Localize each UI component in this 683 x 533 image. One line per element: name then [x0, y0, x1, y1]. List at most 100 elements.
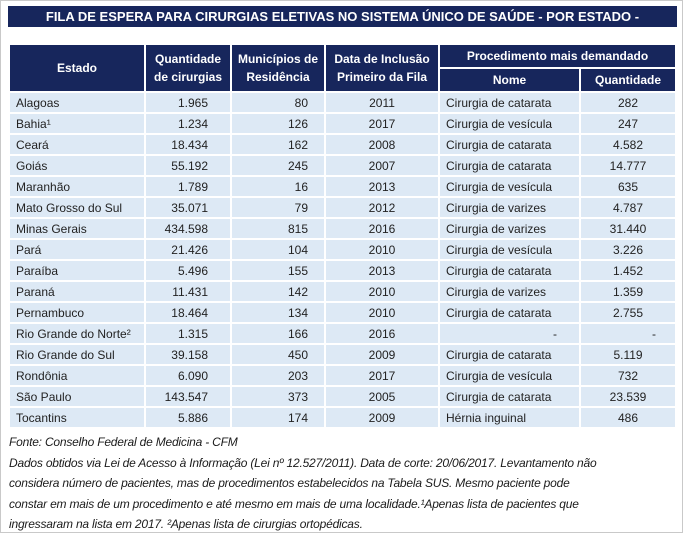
cell-estado: Goiás — [10, 156, 144, 175]
col-header-municipios-line1: Municípios de — [237, 52, 318, 66]
col-header-municipios-line2: Residência — [246, 70, 310, 84]
cell-quantidade-cirurgias: 5.496 — [146, 261, 230, 280]
cell-procedimento-quantidade: 282 — [581, 93, 676, 112]
cell-procedimento-quantidade: 14.777 — [581, 156, 676, 175]
notes-block: Dados obtidos via Lei de Acesso à Inform… — [9, 453, 675, 533]
table-row: Pará 21.426 104 2010 Cirurgia de vesícula 3.2… — [10, 240, 676, 259]
cell-estado: Paraná — [10, 282, 144, 301]
cell-data-inclusao: 2017 — [326, 114, 438, 133]
cell-quantidade-cirurgias: 1.315 — [146, 324, 230, 343]
cell-data-inclusao: 2012 — [326, 198, 438, 217]
cell-data-inclusao: 2009 — [326, 345, 438, 364]
cell-quantidade-cirurgias: 434.598 — [146, 219, 230, 238]
cell-estado: Pernambuco — [10, 303, 144, 322]
col-header-data-inclusao: Data de Inclusão Primeiro da Fila — [326, 45, 438, 91]
cell-quantidade-cirurgias: 6.090 — [146, 366, 230, 385]
cell-municipios: 245 — [232, 156, 324, 175]
col-header-data-inclusao-line2: Primeiro da Fila — [336, 70, 428, 84]
cell-estado: Ceará — [10, 135, 144, 154]
surgery-queue-table: Estado Quantidade de cirurgias Município… — [8, 43, 677, 429]
cell-data-inclusao: 2009 — [326, 408, 438, 427]
cell-procedimento-nome: Cirurgia de catarata — [440, 303, 579, 322]
table-header: Estado Quantidade de cirurgias Município… — [10, 45, 676, 91]
cell-quantidade-cirurgias: 21.426 — [146, 240, 230, 259]
cell-procedimento-nome: Cirurgia de vesícula — [440, 240, 579, 259]
cell-procedimento-nome: Cirurgia de catarata — [440, 156, 579, 175]
table-row: Maranhão 1.789 16 2013 Cirurgia de vesícula 6… — [10, 177, 676, 196]
table-row: Goiás 55.192 245 2007 Cirurgia de catarata 14… — [10, 156, 676, 175]
cell-procedimento-nome: Cirurgia de varizes — [440, 219, 579, 238]
cell-data-inclusao: 2010 — [326, 240, 438, 259]
cell-data-inclusao: 2007 — [326, 156, 438, 175]
cell-data-inclusao: 2013 — [326, 177, 438, 196]
cell-procedimento-nome: Cirurgia de vesícula — [440, 114, 579, 133]
cell-municipios: 79 — [232, 198, 324, 217]
cell-procedimento-quantidade: - — [581, 324, 676, 343]
cell-estado: Alagoas — [10, 93, 144, 112]
cell-procedimento-nome: - — [440, 324, 579, 343]
col-header-quantidade-cirurgias-line2: de cirurgias — [153, 70, 223, 84]
cell-procedimento-nome: Cirurgia de vesícula — [440, 366, 579, 385]
cell-data-inclusao: 2013 — [326, 261, 438, 280]
cell-quantidade-cirurgias: 1.965 — [146, 93, 230, 112]
note-line: Dados obtidos via Lei de Acesso à Inform… — [9, 455, 597, 470]
cell-municipios: 174 — [232, 408, 324, 427]
cell-procedimento-quantidade: 1.359 — [581, 282, 676, 301]
col-header-quantidade-cirurgias-line1: Quantidade — [154, 52, 221, 66]
table-row: Alagoas 1.965 80 2011 Cirurgia de catarata 28… — [10, 93, 676, 112]
cell-procedimento-nome: Hérnia inguinal — [440, 408, 579, 427]
cell-municipios: 450 — [232, 345, 324, 364]
cell-data-inclusao: 2010 — [326, 282, 438, 301]
cell-procedimento-quantidade: 2.755 — [581, 303, 676, 322]
col-header-quantidade-cirurgias: Quantidade de cirurgias — [146, 45, 230, 91]
cell-estado: Mato Grosso do Sul — [10, 198, 144, 217]
table-row: Rondônia 6.090 203 2017 Cirurgia de vesícula… — [10, 366, 676, 385]
note-line: ingressaram na lista em 2017. ²Apenas li… — [9, 517, 363, 531]
source-line: Fonte: Conselho Federal de Medicina - CF… — [9, 435, 238, 449]
table-row: Ceará 18.434 162 2008 Cirurgia de catarata 4.… — [10, 135, 676, 154]
col-header-municipios: Municípios de Residência — [232, 45, 324, 91]
table-row: São Paulo 143.547 373 2005 Cirurgia de catar… — [10, 387, 676, 406]
cell-data-inclusao: 2017 — [326, 366, 438, 385]
table-row: Rio Grande do Sul 39.158 450 2009 Cirurgia d… — [10, 345, 676, 364]
cell-procedimento-quantidade: 31.440 — [581, 219, 676, 238]
cell-municipios: 162 — [232, 135, 324, 154]
table-row: Paraná 11.431 142 2010 Cirurgia de varizes 1.… — [10, 282, 676, 301]
cell-procedimento-quantidade: 732 — [581, 366, 676, 385]
cell-quantidade-cirurgias: 143.547 — [146, 387, 230, 406]
cell-estado: Rondônia — [10, 366, 144, 385]
cell-quantidade-cirurgias: 11.431 — [146, 282, 230, 301]
cell-procedimento-nome: Cirurgia de vesícula — [440, 177, 579, 196]
cell-procedimento-quantidade: 23.539 — [581, 387, 676, 406]
cell-quantidade-cirurgias: 35.071 — [146, 198, 230, 217]
cell-municipios: 815 — [232, 219, 324, 238]
cell-procedimento-nome: Cirurgia de catarata — [440, 261, 579, 280]
cell-estado: Tocantins — [10, 408, 144, 427]
cell-data-inclusao: 2011 — [326, 93, 438, 112]
table-row: Paraíba 5.496 155 2013 Cirurgia de catarata 1… — [10, 261, 676, 280]
cell-data-inclusao: 2016 — [326, 324, 438, 343]
cell-data-inclusao: 2016 — [326, 219, 438, 238]
cell-quantidade-cirurgias: 39.158 — [146, 345, 230, 364]
cell-quantidade-cirurgias: 55.192 — [146, 156, 230, 175]
cell-data-inclusao: 2005 — [326, 387, 438, 406]
col-header-procedimento: Procedimento mais demandado — [440, 45, 676, 67]
table-body: Alagoas 1.965 80 2011 Cirurgia de catarata 28… — [10, 93, 676, 427]
cell-estado: Bahia¹ — [10, 114, 144, 133]
cell-procedimento-quantidade: 635 — [581, 177, 676, 196]
cell-estado: Maranhão — [10, 177, 144, 196]
cell-municipios: 134 — [232, 303, 324, 322]
cell-municipios: 373 — [232, 387, 324, 406]
col-header-estado: Estado — [10, 45, 144, 91]
cell-procedimento-nome: Cirurgia de varizes — [440, 282, 579, 301]
cell-quantidade-cirurgias: 5.886 — [146, 408, 230, 427]
cell-procedimento-quantidade: 5.119 — [581, 345, 676, 364]
cell-estado: Rio Grande do Sul — [10, 345, 144, 364]
col-header-estado-label: Estado — [56, 61, 97, 75]
table-row: Bahia¹ 1.234 126 2017 Cirurgia de vesícula 24… — [10, 114, 676, 133]
cell-quantidade-cirurgias: 1.234 — [146, 114, 230, 133]
cell-estado: Rio Grande do Norte² — [10, 324, 144, 343]
footer-notes: Fonte: Conselho Federal de Medicina - CF… — [8, 432, 675, 533]
cell-municipios: 126 — [232, 114, 324, 133]
